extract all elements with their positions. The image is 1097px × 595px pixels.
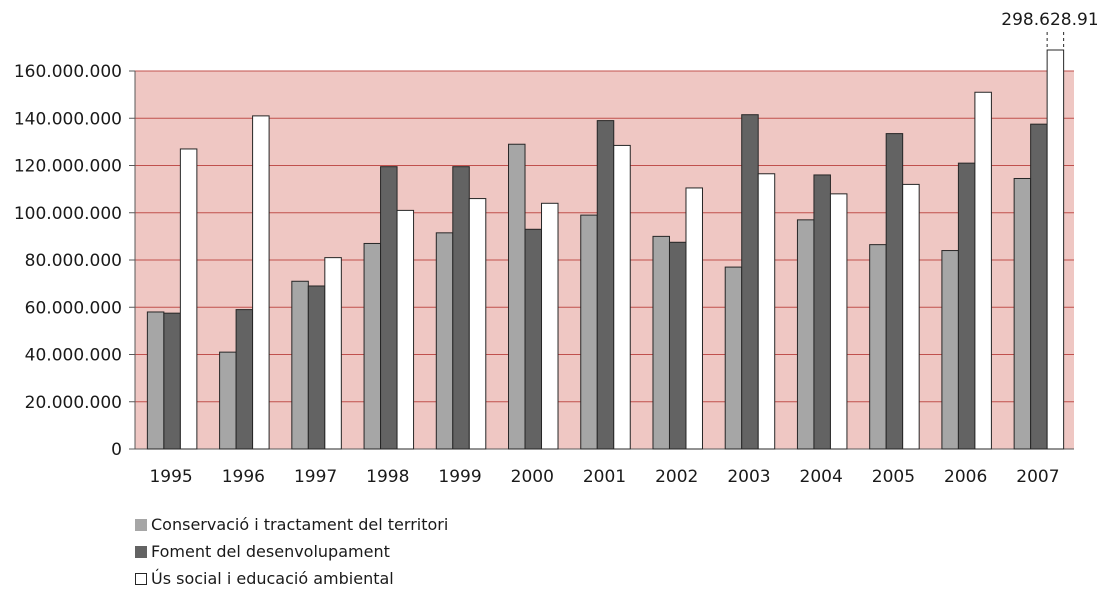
- y-tick-label: 160.000.000: [14, 62, 122, 82]
- legend-label-conservacio: Conservació i tractament del territori: [151, 515, 449, 534]
- bar-conservacio-2003: [724, 266, 743, 450]
- bar-conservacio-1995: [146, 311, 165, 450]
- legend-label-foment: Foment del desenvolupament: [151, 542, 390, 561]
- bar-us-social-1995: [179, 148, 198, 450]
- legend-label-us-social: Ús social i educació ambiental: [151, 569, 394, 588]
- bar-us-social-1999: [468, 198, 487, 450]
- bar-overflow-label: 298.628.919: [1001, 10, 1097, 30]
- bar-conservacio-1996: [219, 351, 237, 450]
- x-tick-label: 2002: [655, 467, 698, 487]
- bar-conservacio-2000: [508, 143, 526, 450]
- y-tick-label: 40.000.000: [25, 346, 122, 366]
- bar-foment-2001: [596, 120, 615, 450]
- bar-foment-2000: [524, 228, 543, 450]
- x-tick-label: 1997: [294, 467, 337, 487]
- legend-swatch-foment: [135, 545, 147, 558]
- bar-foment-1996: [235, 309, 254, 450]
- bar-conservacio-1998: [363, 242, 382, 450]
- bar-foment-2002: [668, 241, 687, 450]
- bar-foment-2003: [741, 114, 759, 450]
- y-tick-label: 0: [111, 440, 122, 460]
- y-tick-label: 60.000.000: [25, 298, 122, 318]
- bar-foment-1999: [452, 166, 470, 450]
- bar-foment-1995: [163, 312, 181, 450]
- bar-foment-2007: [1030, 123, 1048, 450]
- bar-us-social-1997: [324, 257, 342, 450]
- x-tick-label: 1999: [438, 467, 481, 487]
- bar-conservacio-2004: [796, 219, 815, 450]
- x-tick-label: 2003: [727, 467, 770, 487]
- bar-us-social-2000: [541, 202, 559, 450]
- bar-foment-1997: [307, 285, 326, 450]
- bar-conservacio-2007: [1013, 177, 1032, 450]
- x-tick-label: 1996: [222, 467, 265, 487]
- bar-us-social-2001: [613, 144, 631, 450]
- x-tick-label: 2001: [583, 467, 626, 487]
- bar-foment-2006: [957, 162, 976, 450]
- y-tick-label: 20.000.000: [25, 393, 122, 413]
- y-tick-label: 100.000.000: [14, 204, 122, 224]
- y-tick-label: 120.000.000: [14, 157, 122, 177]
- bar-us-social-2002: [685, 187, 703, 450]
- bar-conservacio-1997: [291, 280, 309, 450]
- x-tick-label: 2004: [800, 467, 843, 487]
- bar-us-social-2003: [757, 173, 776, 450]
- x-tick-label: 2006: [944, 467, 987, 487]
- legend-item-us-social: Ús social i educació ambiental: [135, 565, 448, 592]
- bar-conservacio-2006: [941, 250, 959, 450]
- x-tick-label: 2007: [1016, 467, 1059, 487]
- bar-foment-2004: [813, 174, 831, 450]
- legend-item-conservacio: Conservació i tractament del territori: [135, 511, 448, 538]
- legend-swatch-conservacio: [135, 518, 147, 531]
- bar-foment-1998: [380, 166, 398, 450]
- bar-us-social-1996: [252, 115, 270, 450]
- bar-us-social-1998: [396, 209, 415, 450]
- y-tick-label: 80.000.000: [25, 251, 122, 271]
- y-tick-label: 140.000.000: [14, 109, 122, 129]
- legend: Conservació i tractament del territori F…: [135, 511, 448, 592]
- x-tick-label: 2000: [511, 467, 554, 487]
- bar-foment-2005: [885, 133, 904, 450]
- bar-us-social-2005: [902, 183, 920, 450]
- bar-conservacio-1999: [435, 232, 454, 450]
- bar-conservacio-2001: [580, 214, 598, 450]
- x-tick-label: 1995: [149, 467, 192, 487]
- bar-conservacio-2005: [869, 244, 887, 450]
- bar-conservacio-2002: [652, 235, 670, 450]
- bar-us-social-2007: [1046, 49, 1065, 450]
- legend-item-foment: Foment del desenvolupament: [135, 538, 448, 565]
- bar-chart: 0 20.000.000 40.000.000 60.000.000 80.000.00…: [14, 10, 1097, 487]
- x-tick-label: 2005: [872, 467, 915, 487]
- x-tick-label: 1998: [366, 467, 409, 487]
- bar-us-social-2006: [974, 91, 992, 450]
- bar-us-social-2004: [829, 193, 848, 450]
- legend-swatch-us-social: [135, 572, 147, 585]
